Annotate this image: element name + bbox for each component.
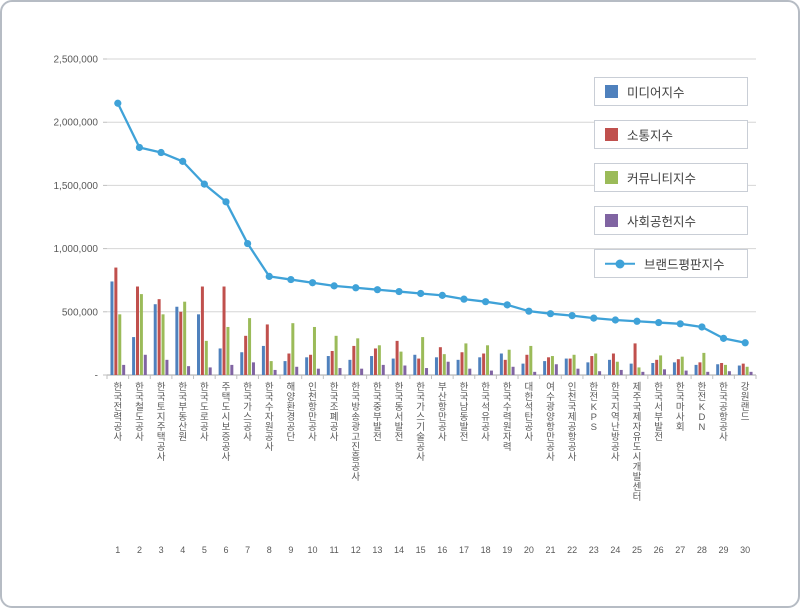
svg-text:10: 10	[308, 545, 318, 555]
svg-text:1,500,000: 1,500,000	[54, 181, 99, 192]
svg-text:6: 6	[223, 545, 228, 555]
legend-item-media-index: 미디어지수	[594, 77, 748, 106]
legend-label: 소통지수	[627, 129, 674, 143]
x-axis-labels: 한 국 전 력 공 사 한 국 철 도 공 사 한 국 토 지 주 택 공 사 한 국 부 동 산 원 한 국 도 로 공 사 주 택 도 시 보 증 공 사…	[113, 381, 750, 555]
svg-text:1,000,000: 1,000,000	[54, 244, 99, 255]
svg-text:15: 15	[416, 545, 426, 555]
svg-text:9: 9	[288, 545, 293, 555]
y-axis-labels: 2,500,000 2,000,000 1,500,000 1,000,000 500,…	[54, 55, 99, 382]
legend-item-communication-index: 소통지수	[594, 120, 748, 149]
svg-text:2,000,000: 2,000,000	[54, 118, 99, 129]
media-index-swatch-icon	[605, 85, 618, 98]
legend-item-social-contribution-index: 사회공헌지수	[594, 206, 748, 235]
svg-text:7: 7	[245, 545, 250, 555]
bar-series	[110, 267, 753, 375]
svg-text:2,500,000: 2,500,000	[54, 55, 99, 66]
svg-text:18: 18	[481, 545, 491, 555]
svg-text:26: 26	[654, 545, 664, 555]
legend-label: 커뮤니티지수	[627, 172, 697, 186]
legend-label: 사회공헌지수	[627, 215, 697, 229]
svg-text:27: 27	[675, 545, 685, 555]
brand-index-line	[114, 99, 749, 347]
svg-text:23: 23	[589, 545, 599, 555]
legend-item-community-index: 커뮤니티지수	[594, 163, 748, 192]
social-contribution-index-swatch-icon	[605, 214, 618, 227]
svg-text:30: 30	[740, 545, 750, 555]
svg-text:24: 24	[610, 545, 620, 555]
svg-text:-: -	[95, 371, 98, 382]
legend-item-brand-reputation-index: 브랜드평판지수	[594, 249, 748, 278]
legend-label: 미디어지수	[627, 86, 685, 100]
svg-text:19: 19	[502, 545, 512, 555]
svg-text:21: 21	[545, 545, 555, 555]
svg-text:5: 5	[202, 545, 207, 555]
gridlines	[103, 58, 757, 379]
svg-text:14: 14	[394, 545, 404, 555]
svg-text:2: 2	[137, 545, 142, 555]
svg-text:3: 3	[159, 545, 164, 555]
svg-text:11: 11	[329, 545, 338, 555]
svg-text:25: 25	[632, 545, 642, 555]
svg-text:1: 1	[115, 545, 120, 555]
communication-index-swatch-icon	[605, 128, 618, 141]
community-index-swatch-icon	[605, 171, 618, 184]
svg-text:8: 8	[267, 545, 272, 555]
brand-reputation-line-swatch-icon	[605, 257, 635, 270]
svg-text:16: 16	[437, 545, 447, 555]
svg-text:500,000: 500,000	[62, 307, 99, 318]
svg-text:20: 20	[524, 545, 534, 555]
svg-text:13: 13	[372, 545, 382, 555]
svg-text:22: 22	[567, 545, 577, 555]
svg-text:12: 12	[351, 545, 361, 555]
svg-text:4: 4	[180, 545, 185, 555]
svg-text:17: 17	[459, 545, 469, 555]
svg-text:29: 29	[719, 545, 729, 555]
chart-legend: 미디어지수 소통지수 커뮤니티지수 사회공헌지수 브랜드평판지수	[594, 77, 748, 278]
svg-text:28: 28	[697, 545, 707, 555]
legend-label: 브랜드평판지수	[644, 258, 725, 272]
